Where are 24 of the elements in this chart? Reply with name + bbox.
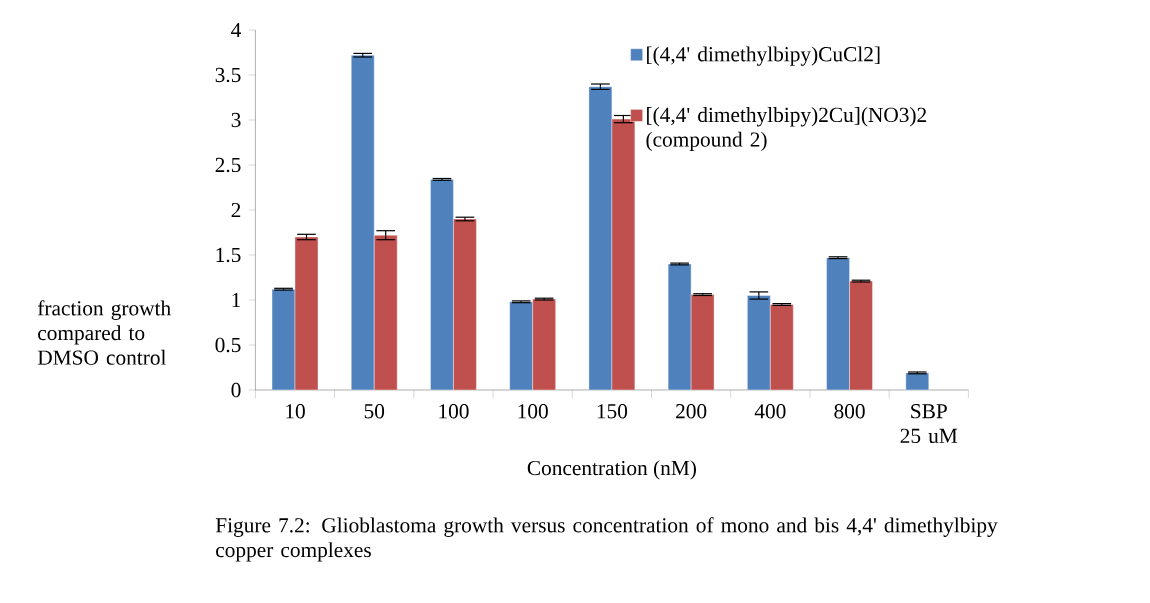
y-axis-title: fraction growth compared to DMSO control	[37, 300, 171, 365]
y-tick-label: 0.5	[215, 337, 241, 353]
x-tick-label: 10	[286, 404, 305, 419]
x-tick-label: 50	[364, 404, 385, 419]
x-tick-label: 400	[754, 404, 786, 419]
x-tick-label: SBP 25 uM	[900, 404, 958, 444]
y-tick-label: 2	[231, 202, 241, 218]
y-tick-label: 1.5	[216, 247, 241, 263]
y-tick-label: 3	[231, 112, 241, 128]
x-axis-title: Concentration (nM)	[527, 460, 696, 480]
bar	[905, 372, 929, 391]
y-tick-label: 3.5	[215, 67, 241, 83]
x-tick-label: 100	[439, 404, 469, 419]
x-tick-label: 800	[834, 404, 865, 419]
y-tick-label: 0	[231, 382, 241, 398]
y-tick-label: 1	[232, 292, 241, 308]
y-tick-label: 4	[231, 23, 242, 38]
x-tick-label: 200	[676, 404, 707, 419]
y-tick-label: 2.5	[215, 157, 241, 173]
legend-label: [(4,4' dimethylbipy)CuCl2]	[647, 46, 880, 66]
x-tick-label: 100	[518, 404, 548, 419]
caption: Figure 7.2: Glioblastoma growth versus concentration of mono and bis 4,4' dimethylbipy copper complexes	[215, 517, 998, 562]
legend-label: [(4,4' dimethylbipy)2Cu](NO3)2 (compound 2)	[646, 107, 927, 152]
x-tick-label: 150	[597, 404, 628, 419]
